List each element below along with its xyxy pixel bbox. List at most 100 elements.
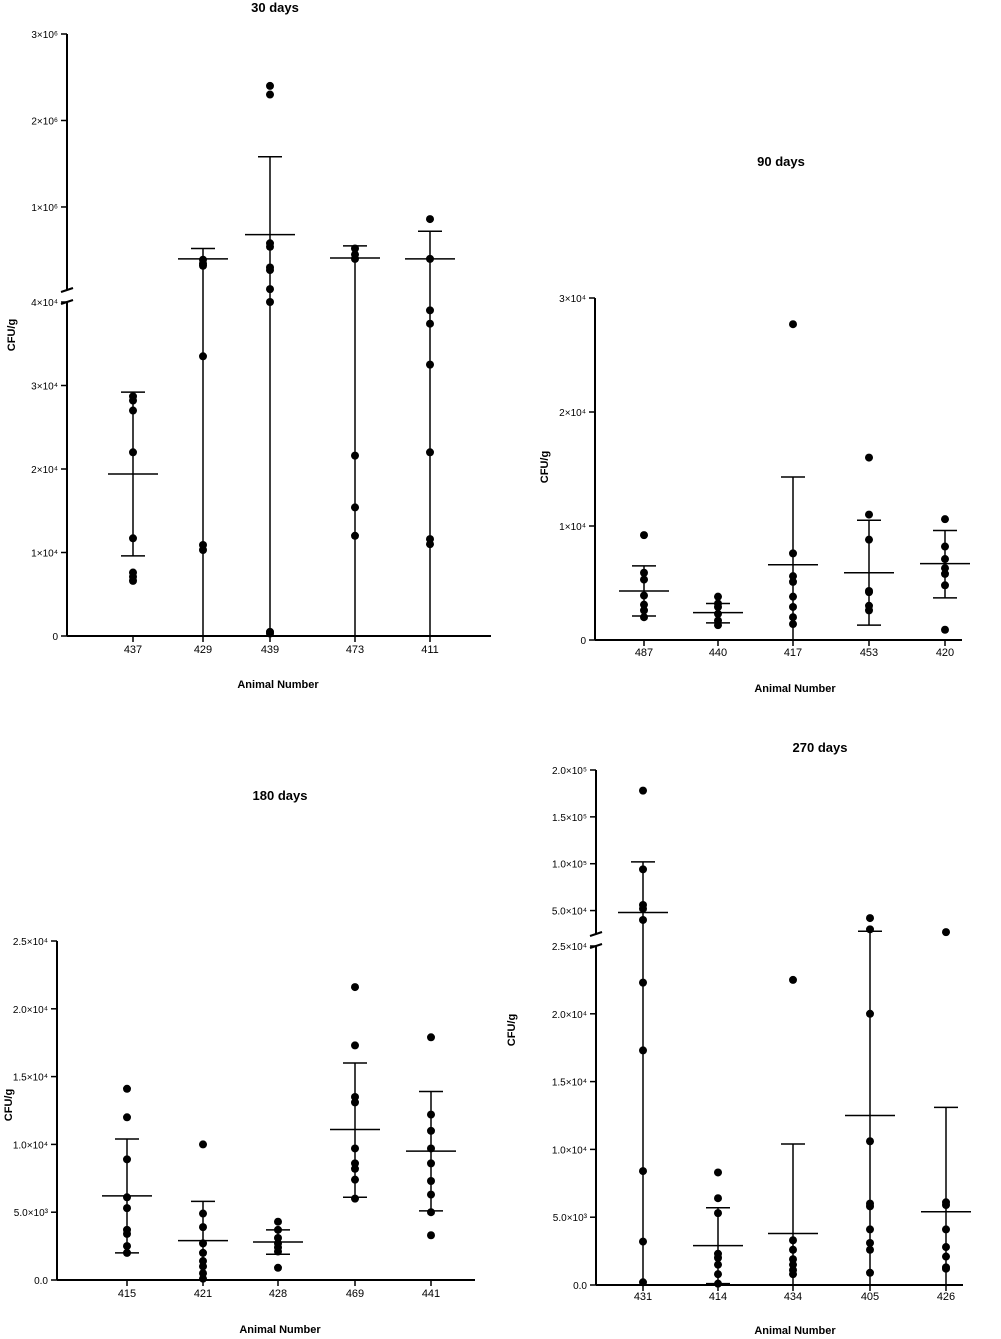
data-point [199,352,207,361]
data-point [789,1236,797,1245]
data-point [426,319,434,328]
axis-break-mark [60,287,74,293]
data-point [639,865,647,874]
x-tick-label: 440 [709,647,727,659]
data-point [274,1263,282,1272]
data-point [942,1252,950,1261]
data-point [199,1248,207,1257]
data-point [123,1242,131,1251]
data-point [714,1260,722,1269]
data-point [865,601,873,610]
data-point [789,975,797,984]
data-point [427,1159,435,1168]
data-point [789,592,797,601]
data-point [266,285,274,294]
data-point [266,298,274,306]
y-tick-label: 3×10⁶ [31,30,58,41]
data-point [865,535,873,544]
y-tick-label: 1×10⁶ [31,203,58,214]
data-point [427,1208,435,1217]
data-point [123,1193,131,1202]
data-point [351,503,359,512]
y-axis-label: CFU/g [506,1014,518,1046]
y-tick-label: 5.0×10³ [14,1208,49,1219]
data-point [351,1092,359,1101]
data-point [351,1175,359,1184]
data-point [789,1255,797,1264]
data-point [427,1126,435,1135]
x-tick-label: 453 [860,647,878,659]
data-point [942,1198,950,1207]
data-point [426,215,434,224]
y-tick-label: 1.0×10⁵ [552,860,587,871]
x-tick-label: 417 [784,647,802,659]
data-point [123,1225,131,1234]
x-axis-label: Animal Number [239,1324,321,1336]
data-point [129,392,137,401]
data-point [427,1144,435,1153]
y-tick-label: 1.5×10⁴ [13,1073,48,1084]
data-point [789,577,797,586]
data-point [942,1263,950,1272]
y-tick-label: 4×10⁴ [31,298,58,309]
data-point [639,978,647,987]
data-point [351,1144,359,1153]
data-point [941,581,949,590]
data-point [866,1268,874,1277]
x-tick-label: 429 [194,644,212,656]
x-axis-label: Animal Number [754,683,836,695]
data-point [865,453,873,462]
data-point [866,1238,874,1247]
data-point [266,90,274,99]
data-point [351,451,359,460]
data-point [123,1084,131,1093]
y-tick-label: 1.0×10⁴ [552,1145,587,1156]
data-point [426,535,434,544]
data-point [941,555,949,564]
y-tick-label: 0 [580,636,586,647]
data-point [426,254,434,263]
data-point [714,1249,722,1258]
data-point [714,1194,722,1203]
data-point [426,448,434,457]
y-tick-label: 1×10⁴ [559,522,586,533]
x-tick-label: 441 [422,1288,440,1300]
data-point [123,1204,131,1213]
data-point [427,1231,435,1240]
data-point [351,1041,359,1050]
x-tick-label: 434 [784,1291,802,1303]
data-point [274,1233,282,1242]
y-axis-label: CFU/g [3,1089,15,1121]
y-tick-label: 2×10⁴ [559,408,586,419]
data-point [639,1237,647,1246]
data-point [640,600,648,609]
x-tick-label: 426 [937,1291,955,1303]
data-point [199,1140,207,1149]
data-point [714,1279,722,1288]
x-tick-label: 405 [861,1291,879,1303]
y-tick-label: 2.5×10⁴ [13,937,48,948]
x-tick-label: 428 [269,1288,287,1300]
data-point [640,613,648,622]
data-point [941,569,949,578]
data-point [351,531,359,540]
data-point [942,1225,950,1234]
data-point [639,1167,647,1176]
data-point [942,1243,950,1252]
y-tick-label: 2.0×10⁴ [552,1010,587,1021]
chart-panel-4: 270 days CFU/g Animal Number 0.0 5.0×10³ 1.0×… [506,740,971,1337]
data-point [351,244,359,253]
data-point [199,1257,207,1266]
data-point [789,1245,797,1254]
data-point [427,1177,435,1186]
data-point [427,1110,435,1119]
data-point [789,602,797,611]
data-point [123,1113,131,1122]
chart-title: 270 days [793,740,848,755]
data-point [866,1225,874,1234]
data-point [866,1137,874,1146]
data-point [640,606,648,615]
data-point [129,568,137,577]
y-axis-label: CFU/g [539,451,551,483]
data-point [123,1248,131,1257]
